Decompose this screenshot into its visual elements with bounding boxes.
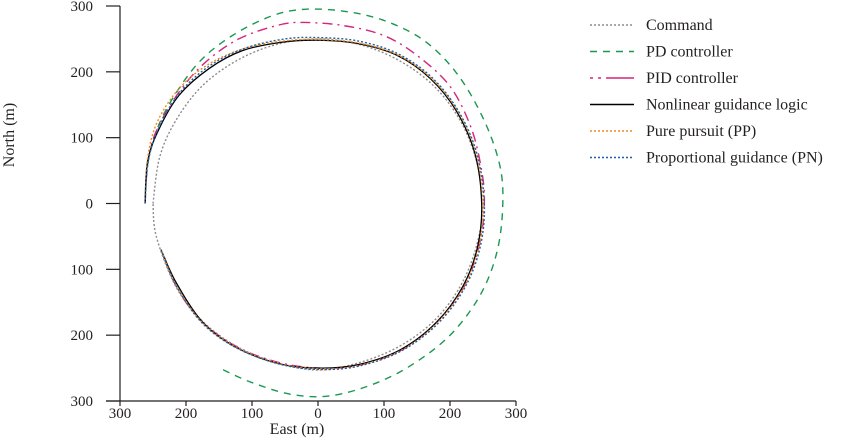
legend-item: Pure pursuit (PP) [590,123,756,140]
y-axis-title: North (m) [1,103,18,167]
legend-item: Command [590,17,713,34]
series-proportional-guidance-pn [144,36,486,371]
x-ticks: 300 200 100 0 100 200 300 [109,401,528,422]
y-tick-label: 100 [71,131,94,147]
legend: Command PD controller PID controller Nonlin… [590,17,823,167]
x-tick-label: 100 [373,406,396,422]
series-pid-controller [144,21,486,369]
legend-label: Command [646,17,713,34]
series-pure-pursuit-pp [144,38,484,370]
series-command [152,38,484,371]
series-pd-controller [144,8,504,398]
legend-label: Proportional guidance (PN) [646,150,823,167]
series-nonlinear-guidance-logic [144,39,483,369]
x-tick-label: 200 [439,406,462,422]
y-tick-label: 300 [71,394,94,410]
x-tick-label: 200 [175,406,198,422]
y-tick-label: 100 [71,262,94,278]
legend-item: Nonlinear guidance logic [590,97,808,114]
x-tick-label: 300 [109,406,132,422]
y-tick-label: 300 [71,0,94,15]
y-tick-label: 0 [86,197,94,213]
y-ticks: 300 200 100 0 100 200 300 [71,0,120,410]
y-tick-label: 200 [71,328,94,344]
x-axis-title: East (m) [270,421,325,438]
legend-label: PID controller [646,70,739,87]
y-tick-label: 200 [71,65,94,81]
legend-item: PID controller [590,70,739,87]
legend-item: Proportional guidance (PN) [590,150,823,167]
legend-label: PD controller [646,44,733,61]
x-tick-label: 0 [314,406,322,422]
legend-label: Pure pursuit (PP) [646,123,756,140]
x-tick-label: 300 [505,406,528,422]
legend-item: PD controller [590,44,733,61]
series-lines [144,8,504,398]
legend-label: Nonlinear guidance logic [646,97,808,114]
x-tick-label: 100 [241,406,264,422]
